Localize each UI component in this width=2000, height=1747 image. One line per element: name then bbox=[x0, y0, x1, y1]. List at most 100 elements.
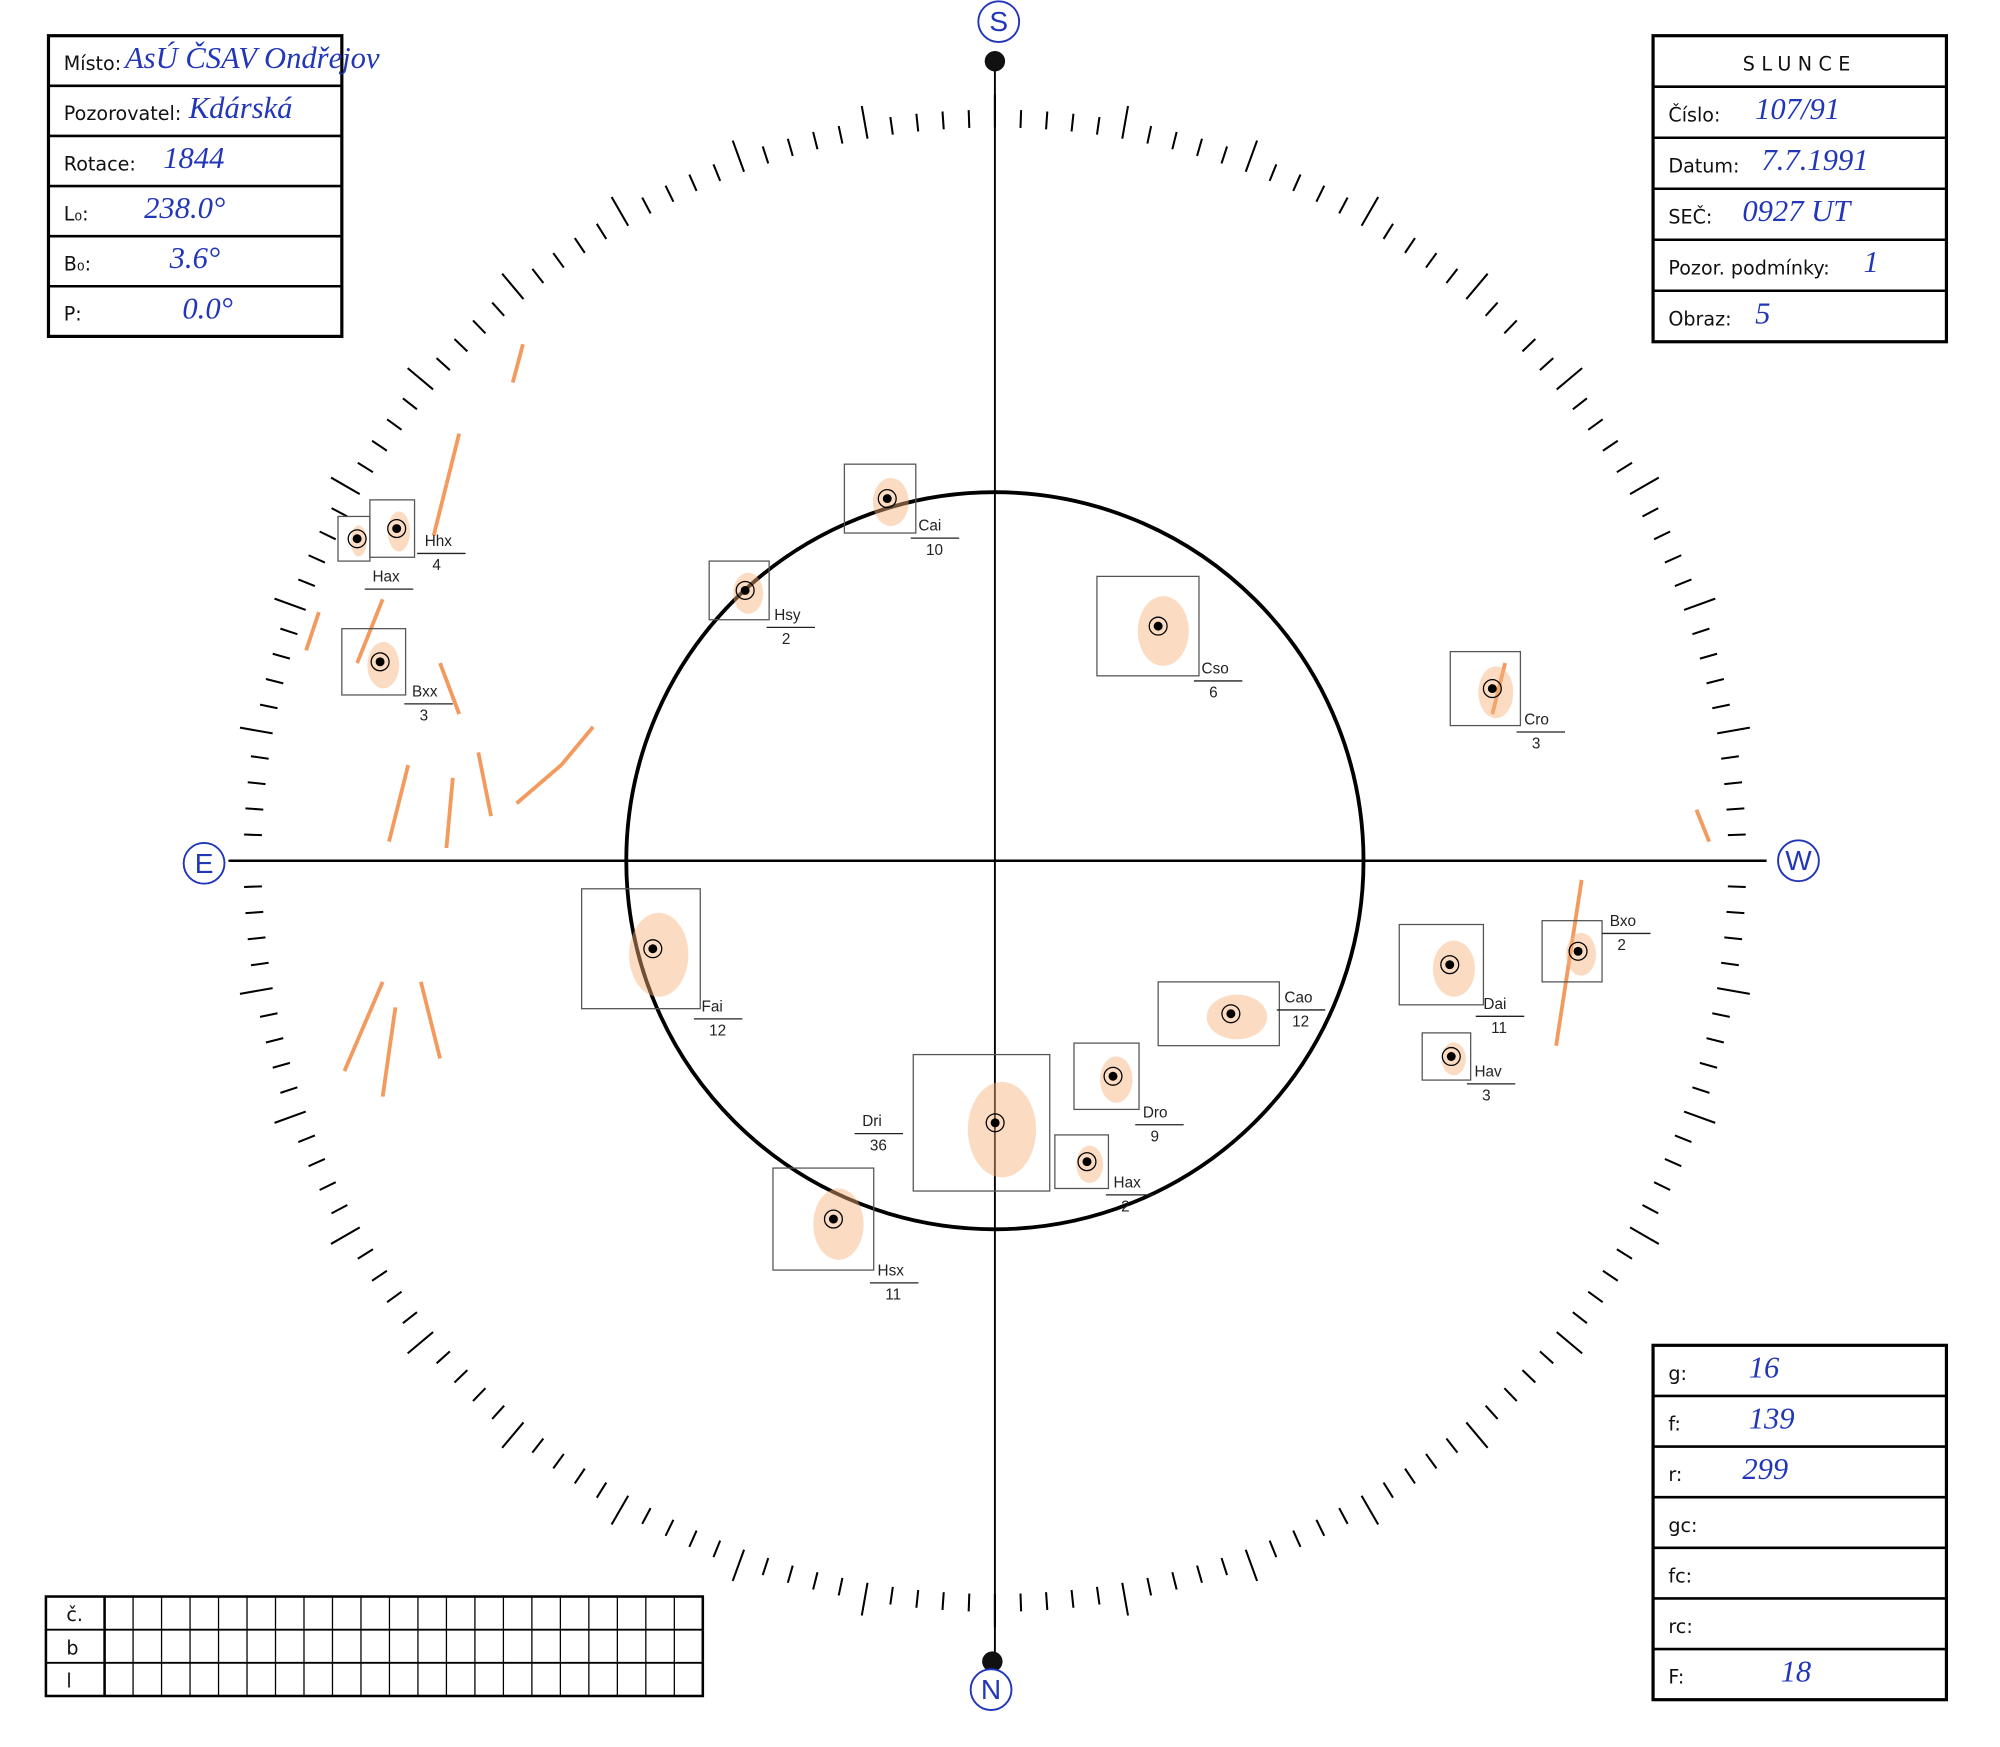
limb-tick bbox=[1196, 138, 1203, 157]
limb-tick bbox=[1404, 237, 1416, 254]
facula-stroke bbox=[304, 611, 321, 651]
limb-tick bbox=[531, 268, 545, 284]
facula-patch bbox=[1137, 596, 1189, 666]
limb-tick bbox=[915, 1589, 920, 1608]
limb-tick bbox=[1716, 987, 1751, 995]
facula-stroke bbox=[1694, 809, 1711, 843]
box-title: SLUNCE bbox=[1743, 53, 1857, 76]
facula-patch bbox=[1478, 666, 1514, 719]
limb-tick bbox=[1338, 1507, 1349, 1525]
limb-tick bbox=[280, 627, 298, 636]
sunspot-penumbra bbox=[347, 529, 367, 549]
group-box bbox=[341, 628, 407, 696]
group-box bbox=[1421, 1032, 1472, 1081]
sunspot-penumbra bbox=[1568, 941, 1588, 961]
limb-tick bbox=[239, 987, 273, 995]
group-box bbox=[843, 463, 917, 534]
limb-tick bbox=[915, 113, 920, 132]
compass-label: S bbox=[989, 6, 1008, 37]
limb-tick bbox=[1146, 125, 1153, 144]
limb-tick bbox=[1699, 652, 1718, 660]
limb-tick bbox=[889, 1586, 894, 1605]
limb-tick bbox=[1706, 1037, 1725, 1044]
table-row-label: l bbox=[66, 1669, 71, 1692]
limb-tick bbox=[265, 678, 284, 685]
limb-tick bbox=[595, 223, 608, 240]
group-box bbox=[337, 515, 371, 562]
group-spot-count: 3 bbox=[420, 708, 429, 725]
limb-tick bbox=[435, 1350, 451, 1365]
limb-tick bbox=[761, 146, 770, 164]
limb-tick bbox=[610, 196, 630, 227]
limb-tick bbox=[812, 1571, 819, 1590]
limb-tick bbox=[1653, 530, 1671, 541]
limb-tick bbox=[1019, 110, 1023, 129]
limb-tick bbox=[1674, 578, 1692, 588]
group-box bbox=[580, 888, 701, 1010]
group-spot-count: 4 bbox=[432, 557, 441, 574]
limb-tick bbox=[1641, 507, 1659, 518]
limb-tick bbox=[1692, 627, 1710, 636]
limb-tick bbox=[1146, 1577, 1153, 1596]
field-label: Rotace: bbox=[64, 152, 136, 175]
facula-stroke bbox=[438, 662, 461, 715]
field-label: SEČ: bbox=[1668, 205, 1712, 229]
limb-tick bbox=[472, 319, 487, 335]
limb-tick bbox=[712, 1540, 722, 1558]
sunspot bbox=[648, 944, 658, 954]
limb-tick bbox=[1045, 1592, 1049, 1611]
sunspot-penumbra bbox=[1441, 1046, 1461, 1067]
limb-tick bbox=[259, 1012, 278, 1018]
limb-tick bbox=[1171, 131, 1178, 150]
field-value: 16 bbox=[1749, 1351, 1780, 1385]
facula-patch bbox=[1432, 940, 1475, 997]
field-value: 299 bbox=[1742, 1452, 1788, 1486]
limb-tick bbox=[1556, 367, 1583, 391]
field-label: r: bbox=[1668, 1463, 1682, 1486]
facula-stroke bbox=[1490, 662, 1507, 715]
limb-tick bbox=[941, 111, 945, 130]
group-class: Dro bbox=[1143, 1104, 1168, 1121]
field-label: gc: bbox=[1668, 1514, 1697, 1537]
limb-tick bbox=[1572, 397, 1588, 411]
facula-stroke bbox=[355, 598, 385, 664]
limb-tick bbox=[1404, 1468, 1416, 1484]
group-box bbox=[1073, 1042, 1140, 1111]
limb-tick bbox=[1641, 1204, 1659, 1215]
group-spot-count: 3 bbox=[1532, 736, 1541, 753]
limb-tick bbox=[407, 367, 434, 391]
limb-tick bbox=[1095, 1586, 1101, 1605]
limb-tick bbox=[1727, 885, 1746, 888]
group-class: Cao bbox=[1284, 990, 1312, 1007]
limb-tick bbox=[641, 1507, 652, 1525]
limb-tick bbox=[250, 755, 269, 760]
sunspot bbox=[740, 585, 750, 595]
sunspot-penumbra bbox=[643, 939, 663, 959]
limb-tick bbox=[1196, 1565, 1203, 1584]
limb-tick bbox=[941, 1592, 945, 1611]
limb-tick bbox=[786, 1565, 794, 1584]
limb-tick bbox=[1445, 1437, 1459, 1454]
limb-tick bbox=[1360, 1495, 1380, 1525]
limb-tick bbox=[1521, 1369, 1537, 1384]
facula-patch bbox=[1100, 1056, 1133, 1103]
limb-tick bbox=[595, 1482, 608, 1499]
field-value: 238.0° bbox=[144, 191, 225, 225]
limb-tick bbox=[501, 1421, 525, 1449]
sunspot bbox=[1487, 684, 1497, 694]
limb-tick bbox=[1019, 1593, 1023, 1612]
compass-circle bbox=[1777, 839, 1820, 883]
field-label: P: bbox=[64, 303, 82, 326]
limb-tick bbox=[1382, 1482, 1394, 1499]
sunspot bbox=[1445, 960, 1455, 970]
limb-tick bbox=[331, 1204, 348, 1215]
group-class: Bxo bbox=[1610, 913, 1636, 930]
limb-tick bbox=[1726, 910, 1745, 915]
limb-tick bbox=[531, 1437, 545, 1454]
limb-tick bbox=[1712, 703, 1730, 710]
field-label: Obraz: bbox=[1668, 308, 1731, 331]
facula-stroke bbox=[387, 764, 411, 843]
facula-stroke bbox=[559, 725, 595, 767]
limb-tick bbox=[280, 1086, 298, 1094]
group-class: Cso bbox=[1202, 661, 1229, 678]
